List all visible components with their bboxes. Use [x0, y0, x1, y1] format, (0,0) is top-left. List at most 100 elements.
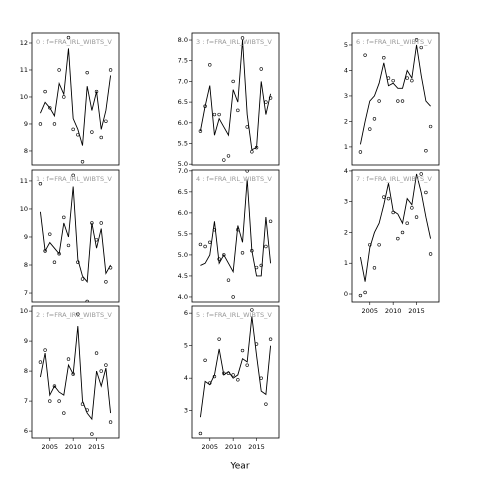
- data-point: [90, 221, 94, 225]
- data-point: [85, 70, 89, 75]
- panel: 5.0 5.5 6.0 6.5 7.0 7.5 8.0 3 : f=FRA_IRL_WIBTS…: [178, 32, 280, 168]
- data-point: [108, 266, 113, 270]
- data-point: [391, 78, 395, 83]
- data-point: [386, 76, 391, 80]
- data-point: [424, 190, 428, 195]
- data-point: [108, 68, 113, 72]
- data-point: [48, 106, 52, 110]
- data-point: [250, 308, 254, 312]
- data-point: [368, 127, 372, 131]
- plot-area: [38, 173, 113, 302]
- data-point: [198, 129, 203, 133]
- data-point: [94, 351, 99, 355]
- data-point: [62, 411, 66, 415]
- data-point: [38, 182, 43, 186]
- data-point: [268, 219, 273, 223]
- data-point: [94, 238, 99, 242]
- data-point: [99, 221, 103, 225]
- data-point: [212, 227, 217, 232]
- data-point: [198, 242, 203, 247]
- x-tick-label: 2015: [408, 307, 425, 315]
- data-point: [222, 158, 226, 162]
- panel: 1 2 3 4 5 6 : f=FRA_IRL_WIBTS_V: [344, 32, 440, 166]
- plot-area: [358, 172, 433, 298]
- data-point: [203, 358, 207, 362]
- y-tick-label: 8.0: [178, 36, 188, 44]
- data-point: [222, 253, 226, 257]
- data-point: [80, 160, 85, 164]
- data-point: [226, 371, 231, 376]
- y-tick-label: 0: [344, 290, 348, 298]
- panel-title: 0 : f=FRA_IRL_WIBTS_V: [36, 38, 112, 46]
- data-point: [236, 227, 240, 232]
- data-point: [372, 266, 377, 270]
- series-line: [39, 326, 112, 421]
- y-tick-label: 10: [20, 307, 28, 315]
- data-point: [236, 108, 240, 113]
- data-point: [80, 402, 85, 406]
- series-line: [199, 39, 272, 151]
- data-point: [259, 67, 263, 71]
- series-line: [359, 173, 432, 282]
- data-point: [245, 125, 249, 129]
- panel: 4.0 4.5 5.0 5.5 6.0 6.5 7.0 4 : f=FRA_IRL_WIBTS…: [178, 167, 280, 303]
- data-point: [52, 122, 57, 126]
- data-point: [66, 243, 71, 248]
- data-point: [250, 150, 254, 154]
- data-point: [62, 215, 66, 220]
- plot-area: [198, 36, 273, 162]
- data-point: [264, 100, 268, 104]
- data-point: [424, 149, 428, 153]
- data-point: [99, 135, 103, 140]
- y-tick-label: 4: [344, 167, 348, 175]
- data-point: [38, 122, 43, 126]
- y-tick-label: 12: [20, 39, 28, 47]
- y-tick-label: 3: [184, 407, 188, 415]
- data-point: [62, 95, 66, 99]
- y-tick-label: 5.0: [178, 251, 188, 259]
- series-line: [199, 316, 272, 418]
- data-point: [80, 277, 85, 281]
- data-point: [104, 119, 108, 123]
- data-point: [38, 360, 43, 364]
- data-point: [52, 384, 57, 388]
- data-point: [414, 38, 419, 42]
- panel-frame: [191, 32, 280, 166]
- panel-title: 4 : f=FRA_IRL_WIBTS_V: [196, 175, 272, 183]
- data-point: [208, 240, 212, 245]
- series-line: [39, 186, 111, 283]
- data-point: [43, 89, 47, 94]
- y-tick-label: 9: [24, 120, 28, 128]
- data-point: [391, 210, 395, 215]
- x-axis-label: Year: [229, 462, 249, 472]
- data-point: [108, 420, 113, 424]
- data-point: [71, 173, 75, 178]
- panel-frame: [351, 169, 440, 303]
- data-point: [48, 232, 52, 236]
- panel-frame: [191, 305, 280, 439]
- y-tick-label: 8: [24, 147, 28, 155]
- data-point: [259, 263, 263, 268]
- plot-area: [198, 308, 273, 436]
- y-tick-label: 9: [24, 337, 28, 345]
- data-point: [377, 243, 381, 247]
- panel: 8 9 10 11 12 0 : f=FRA_IRL_WIBTS_V: [20, 32, 120, 166]
- y-tick-label: 6: [24, 427, 28, 435]
- data-point: [363, 53, 367, 57]
- data-point: [396, 236, 400, 241]
- data-point: [57, 252, 61, 256]
- x-tick-label: 2015: [88, 443, 105, 451]
- data-point: [71, 127, 75, 132]
- data-point: [212, 374, 217, 379]
- y-tick-label: 4.5: [178, 272, 188, 280]
- data-point: [66, 35, 71, 40]
- data-point: [368, 243, 372, 247]
- data-point: [104, 363, 108, 367]
- data-point: [405, 76, 409, 80]
- y-tick-label: 1: [344, 143, 348, 151]
- y-tick-label: 6.5: [178, 188, 188, 196]
- y-tick-label: 8: [24, 367, 28, 375]
- plot-area: [198, 170, 273, 299]
- y-tick-label: 10: [20, 205, 28, 213]
